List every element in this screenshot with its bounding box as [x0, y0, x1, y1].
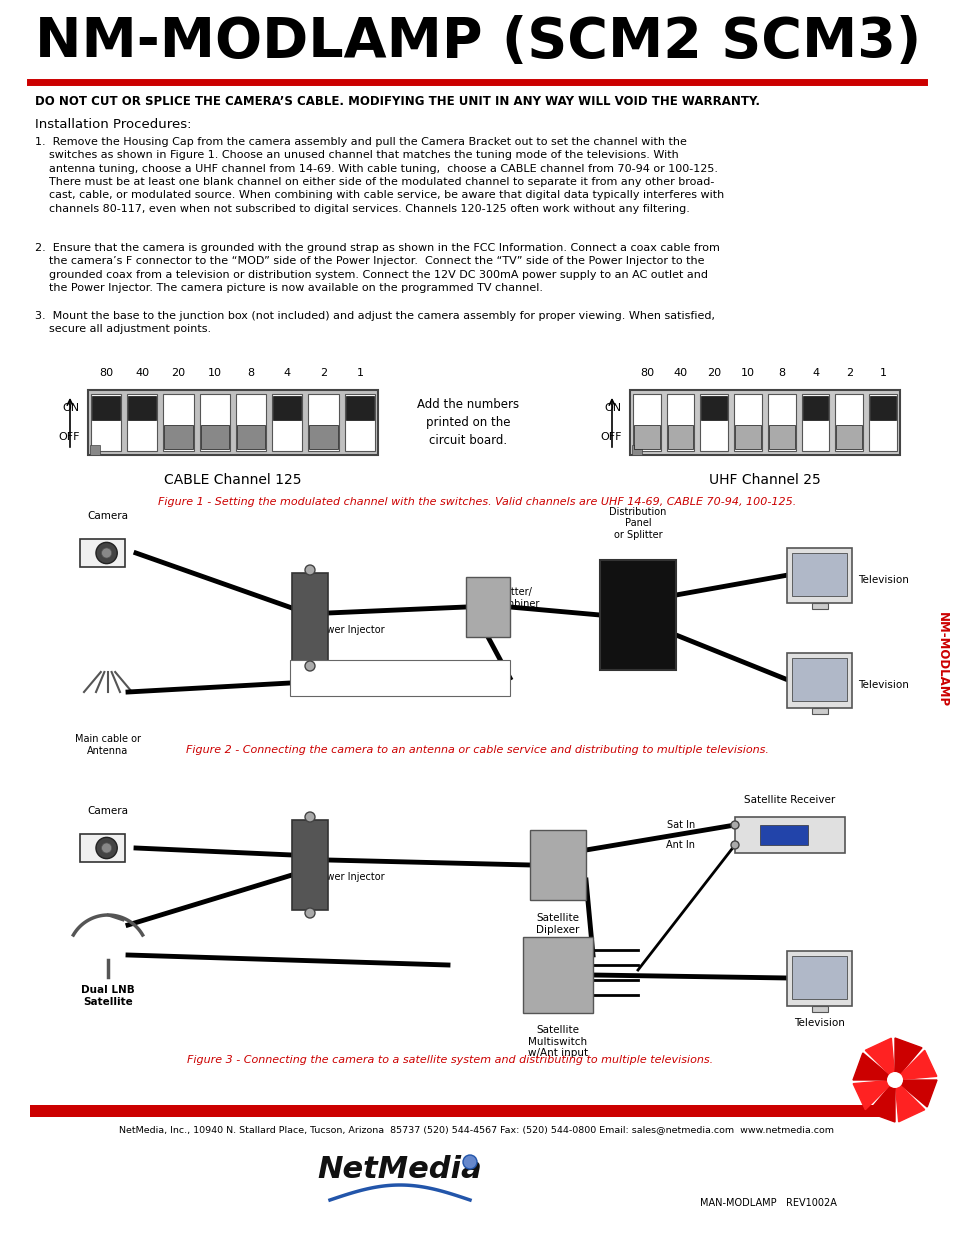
Circle shape [305, 908, 314, 918]
Text: 80: 80 [639, 368, 653, 378]
Text: NM-MODLAMP (SCM2 SCM3): NM-MODLAMP (SCM2 SCM3) [35, 15, 921, 69]
Bar [290, 659, 510, 697]
Text: Splitter/
Combiner: Splitter/ Combiner [493, 587, 539, 609]
Text: Power Injector: Power Injector [314, 872, 384, 882]
Text: ON: ON [604, 403, 621, 414]
Polygon shape [852, 1053, 888, 1079]
Bar [786, 547, 852, 603]
Bar [801, 396, 827, 420]
Bar [811, 603, 827, 609]
Circle shape [886, 1072, 902, 1088]
Bar [634, 425, 659, 450]
Bar [91, 394, 121, 451]
Bar [633, 394, 660, 451]
Bar [811, 708, 827, 714]
Bar [30, 1105, 889, 1116]
Bar [522, 937, 593, 1013]
Bar [836, 425, 862, 450]
Bar [344, 394, 375, 451]
Bar [801, 394, 828, 451]
Text: ON: ON [63, 403, 80, 414]
Polygon shape [900, 1050, 936, 1079]
Text: Television: Television [794, 1018, 844, 1028]
Bar [792, 552, 846, 595]
Bar [273, 396, 301, 420]
Text: 4: 4 [283, 368, 291, 378]
Text: Optional Ch. 70-80 Filter (NM-CNF7080)
when there are no clear cable channels.: Optional Ch. 70-80 Filter (NM-CNF7080) w… [309, 668, 491, 688]
Circle shape [730, 821, 739, 829]
Text: 8: 8 [247, 368, 254, 378]
Text: 2: 2 [845, 368, 852, 378]
Text: NM-MODLAMP: NM-MODLAMP [935, 613, 947, 708]
Text: Figure 3 - Connecting the camera to a satellite system and distributing to multi: Figure 3 - Connecting the camera to a sa… [187, 1055, 712, 1065]
Circle shape [305, 811, 314, 823]
Text: 40: 40 [135, 368, 150, 378]
Text: Television: Television [857, 576, 908, 585]
Bar [666, 394, 694, 451]
Text: 40: 40 [673, 368, 687, 378]
Bar [767, 394, 795, 451]
Bar [530, 830, 585, 900]
Bar [760, 825, 807, 845]
Text: OFF: OFF [58, 432, 80, 442]
Bar [80, 538, 125, 567]
Text: UHF Channel 25: UHF Channel 25 [708, 473, 820, 487]
Text: 20: 20 [706, 368, 720, 378]
Text: NetMedia, Inc., 10940 N. Stallard Place, Tucson, Arizona  85737 (520) 544-4567 F: NetMedia, Inc., 10940 N. Stallard Place,… [119, 1125, 834, 1134]
Polygon shape [852, 1081, 888, 1110]
Text: 1: 1 [356, 368, 363, 378]
Bar [667, 425, 693, 450]
Text: MAN-MODLAMP   REV1002A: MAN-MODLAMP REV1002A [700, 1198, 836, 1208]
Bar [128, 396, 156, 420]
Circle shape [96, 542, 117, 563]
Text: Main cable or
Antenna: Main cable or Antenna [75, 734, 141, 756]
Bar [292, 573, 328, 663]
Text: Camera: Camera [88, 806, 129, 816]
Text: 2: 2 [319, 368, 327, 378]
Bar [272, 394, 302, 451]
Text: Installation Procedures:: Installation Procedures: [35, 119, 192, 131]
Bar [835, 394, 862, 451]
Text: Satellite
Diplexer: Satellite Diplexer [536, 913, 579, 935]
Bar [734, 818, 844, 853]
Polygon shape [894, 1037, 921, 1074]
Bar [163, 394, 193, 451]
Text: Sat In: Sat In [666, 820, 695, 830]
Bar [786, 951, 852, 1005]
Text: Dual LNB
Satellite: Dual LNB Satellite [81, 986, 134, 1007]
Bar [91, 396, 120, 420]
Text: 8: 8 [778, 368, 784, 378]
Bar [88, 390, 377, 454]
Text: 10: 10 [208, 368, 222, 378]
Bar [308, 394, 338, 451]
Text: Add the numbers
printed on the
circuit board.: Add the numbers printed on the circuit b… [416, 398, 518, 447]
Text: 10: 10 [740, 368, 755, 378]
Bar [869, 396, 895, 420]
Text: Satellite Receiver: Satellite Receiver [743, 795, 835, 805]
Bar [236, 425, 265, 450]
Polygon shape [867, 1086, 894, 1123]
Bar [792, 956, 846, 999]
Bar [792, 657, 846, 700]
Bar [199, 394, 230, 451]
Text: Camera: Camera [88, 511, 129, 521]
Circle shape [730, 841, 739, 848]
Bar [786, 652, 852, 708]
Bar [90, 445, 100, 454]
Circle shape [305, 564, 314, 576]
Text: 2.  Ensure that the camera is grounded with the ground strap as shown in the FCC: 2. Ensure that the camera is grounded wi… [35, 243, 720, 293]
Bar [292, 820, 328, 910]
Text: NetMedia: NetMedia [317, 1155, 482, 1184]
Text: CABLE Channel 125: CABLE Channel 125 [164, 473, 301, 487]
Text: 4: 4 [811, 368, 819, 378]
Text: Television: Television [857, 680, 908, 690]
Text: 1: 1 [879, 368, 885, 378]
Bar [734, 394, 761, 451]
Circle shape [96, 837, 117, 858]
Text: Distribution
Panel
or Splitter: Distribution Panel or Splitter [609, 506, 666, 540]
Bar [629, 390, 899, 454]
Bar [465, 577, 510, 637]
Polygon shape [901, 1079, 936, 1107]
Bar [127, 394, 157, 451]
Text: Figure 2 - Connecting the camera to an antenna or cable service and distributing: Figure 2 - Connecting the camera to an a… [186, 745, 767, 755]
